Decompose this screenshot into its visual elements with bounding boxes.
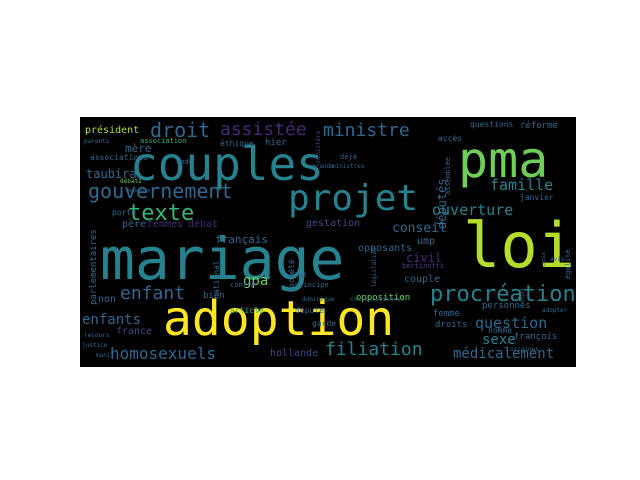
cloud-word: projet [288, 178, 419, 219]
cloud-word: pma [458, 131, 549, 189]
cloud-word: porte [112, 208, 137, 217]
cloud-word: principe [295, 281, 329, 289]
cloud-word: enfants [82, 312, 142, 328]
cloud-word: origines [510, 346, 539, 353]
cloud-word: droits [435, 320, 468, 330]
cloud-word: recours [84, 332, 110, 339]
cloud-word: mère [125, 142, 152, 155]
cloud-word: texte [128, 201, 195, 226]
cloud-word: assemblée [444, 157, 452, 195]
cloud-word: opposants [358, 243, 413, 254]
cloud-word: associations [90, 153, 148, 162]
cloud-word: égalité [564, 249, 572, 279]
cloud-word: déjà [340, 153, 357, 161]
cloud-word: avis [550, 256, 565, 263]
cloud-word: médicalement [453, 346, 555, 362]
cloud-word: loi [463, 209, 575, 282]
cloud-word: civil [406, 251, 443, 265]
cloud-word: questions [470, 120, 514, 129]
cloud-word: droit [150, 118, 211, 142]
cloud-word: hollande [270, 348, 319, 359]
cloud-word: grande [312, 163, 334, 170]
cloud-word: hier [265, 138, 287, 148]
cloud-word: homosexuels [110, 344, 216, 363]
cloud-word: père [122, 219, 147, 230]
cloud-word: ministres [332, 163, 365, 170]
cloud-word: code [176, 158, 193, 166]
cloud-word: sexe [482, 332, 516, 348]
cloud-word: gouvernement [88, 179, 233, 203]
cloud-word: couple [404, 274, 441, 285]
cloud-word: conseil [392, 221, 447, 236]
cloud-word: réforme [520, 121, 558, 131]
cloud-word: taubira [86, 167, 137, 181]
cloud-word: manif [96, 352, 115, 359]
cloud-word: choix [541, 251, 547, 267]
cloud-word: éthique [220, 139, 254, 148]
cloud-word: famille [490, 176, 554, 194]
cloud-word: état [290, 271, 307, 279]
cloud-word: ministre [323, 120, 410, 141]
cloud-word: france [116, 326, 153, 337]
cloud-word: décembre [126, 188, 151, 194]
cloud-word: débats [120, 178, 142, 185]
cloud-word: non [98, 294, 117, 305]
cloud-word: françois [514, 332, 558, 342]
cloud-word: dominique [302, 296, 335, 303]
cloud-word: accès [438, 134, 463, 143]
cloud-word: article [230, 306, 264, 315]
cloud-word: femme [433, 309, 461, 319]
cloud-word: question [475, 314, 548, 332]
cloud-word: opposition [356, 293, 411, 303]
cloud-word: adopter [542, 307, 568, 314]
cloud-word: constitutionnel [350, 296, 405, 303]
cloud-word: ouverture [432, 201, 514, 219]
cloud-word: ump [417, 236, 436, 247]
cloud-word: président [85, 125, 140, 136]
cloud-word: gpa [243, 273, 269, 289]
cloud-word: bertinotti [402, 262, 445, 270]
cloud-word: adoption [163, 291, 395, 347]
cloud-word: filiation [325, 339, 423, 360]
cloud-word: mariage [100, 225, 345, 293]
cloud-word: français [215, 233, 268, 246]
cloud-word: personnes [482, 301, 531, 311]
cloud-word: bien [203, 291, 225, 301]
cloud-word: association [140, 137, 187, 145]
cloud-word: femmes [147, 219, 184, 230]
cloud-word: ministère [315, 130, 322, 163]
cloud-word: député [295, 306, 324, 315]
cloud-word: homme [488, 326, 513, 335]
cloud-word: garde [312, 319, 337, 328]
cloud-word: janvier [520, 193, 554, 202]
cloud-word: justice [82, 342, 108, 349]
word-cloud: mariage couples pma loi adoption projet … [80, 117, 576, 367]
cloud-word: couples [130, 137, 324, 191]
cloud-word: assistée [220, 119, 307, 140]
cloud-word: débat [188, 219, 219, 230]
cloud-word: procréation [430, 282, 576, 307]
cloud-word: contre [230, 281, 256, 289]
cloud-word: gestation [306, 218, 361, 229]
cloud-word: parents [84, 138, 110, 145]
cloud-word: enfant [120, 283, 186, 304]
